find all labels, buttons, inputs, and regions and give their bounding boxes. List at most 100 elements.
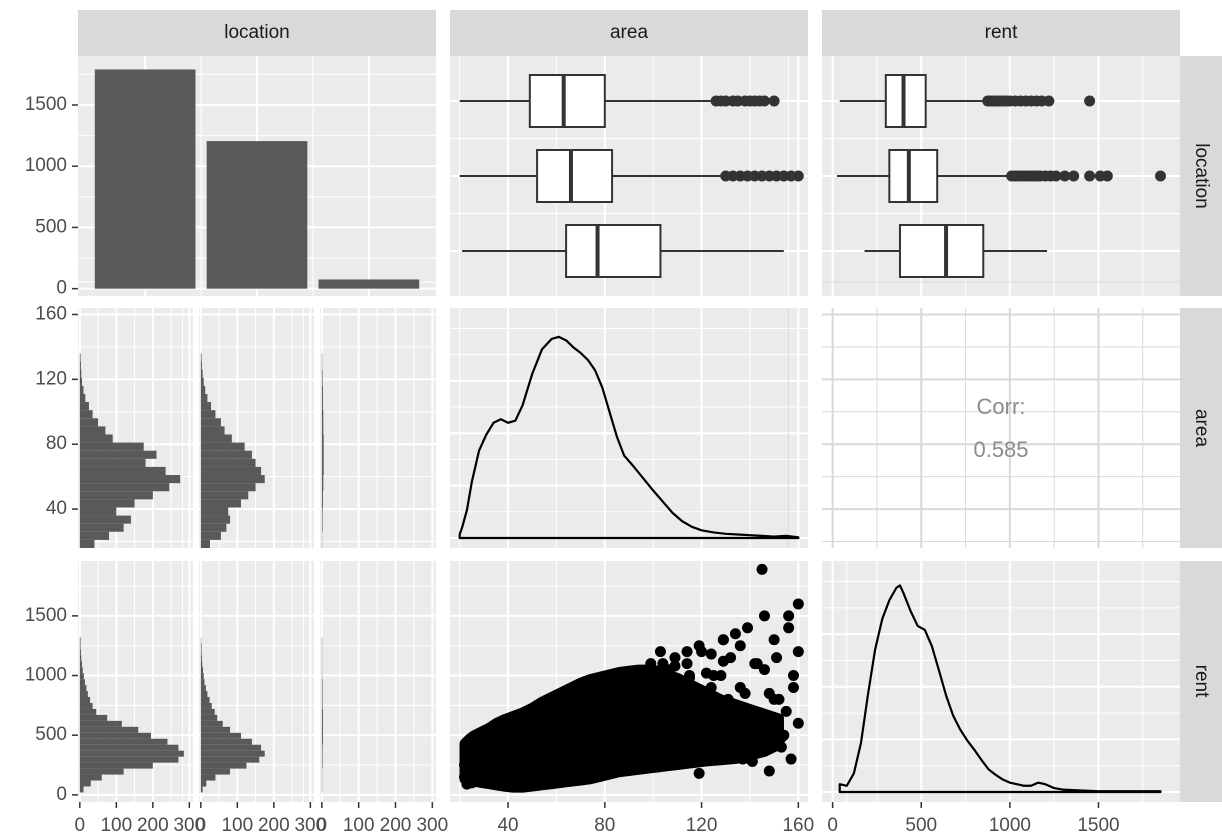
scatter-point [700,667,712,679]
scatter-point [792,717,804,729]
hist-bar-area-facet-2 [200,539,210,548]
scatter-point [780,705,792,717]
hist-bar-area-facet-1 [79,402,89,411]
scatter-point [652,693,664,705]
scatter-point [563,751,575,763]
scatter-point [548,739,560,751]
scatter-point [775,741,787,753]
hist-bar-area-facet-3 [321,410,324,419]
hist-bar-rent-facet-3 [321,691,323,698]
scatter-point [628,717,640,729]
scatter-point [463,755,475,767]
hist-bar-rent-facet-2 [200,655,202,662]
scatter-point [683,672,695,684]
hist-bar-area-facet-2 [200,483,256,492]
y-tick-label-rent: 1500 [25,605,67,626]
hist-bar-area-facet-2 [200,491,249,500]
scatter-point [722,693,734,705]
strip-right-area-label: area [1191,409,1212,447]
strip-right-area [1180,308,1222,548]
outlier-area [758,95,770,107]
hist-bar-rent-facet-1 [79,702,93,709]
scatter-point [751,658,763,670]
hist-bar-rent-facet-2 [200,720,223,727]
scatter-point [705,648,717,660]
hist-bar-area-facet-3 [321,483,324,492]
hist-bar-rent-facet-2 [200,750,265,757]
hist-bar-area-facet-3 [321,499,323,508]
scatter-point [657,658,669,670]
scatter-point [693,767,705,779]
hist-bar-area-facet-1 [79,499,135,508]
scatter-point [630,679,642,691]
scatter-point [521,745,533,757]
panel-density-rent [822,561,1180,802]
scatter-point [599,698,611,710]
hist-bar-rent-facet-3 [321,762,323,769]
hist-bar-area-facet-2 [200,361,202,370]
hist-bar-area-facet-2 [200,434,232,443]
outlier-rent [1084,170,1096,182]
density-curve-area [458,335,800,540]
scatter-point [589,724,601,736]
scatter-point [497,739,509,751]
bar-location-1 [94,69,196,289]
hist-bar-area-facet-2 [200,377,204,386]
scatter-point [485,771,497,783]
hist-bar-rent-facet-2 [200,732,241,739]
hist-bar-rent-facet-1 [79,774,102,781]
scatter-point [696,720,708,732]
hist-bar-area-facet-1 [79,426,106,435]
y-tick-label-location-count: 1500 [25,94,67,115]
hist-bar-rent-facet-1 [79,750,184,757]
hist-bar-rent-facet-3 [321,726,323,733]
hist-bar-area-facet-3 [321,491,323,500]
hist-bar-rent-facet-1 [79,732,152,739]
scatter-point [691,735,703,747]
x-tick-label-rent: 500 [905,815,937,836]
outlier-rent [1050,170,1062,182]
scatter-point [480,741,492,753]
hist-bar-rent-facet-1 [79,697,91,703]
outlier-rent [1043,95,1055,107]
hist-bar-area-facet-3 [321,450,324,459]
hist-bar-rent-facet-3 [321,697,323,703]
hist-bar-area-facet-1 [79,418,99,427]
hist-bar-area-facet-2 [200,499,241,508]
scatter-point [478,753,490,765]
scatter-point [787,681,799,693]
scatter-point [606,715,618,727]
x-tick-label-area: 40 [497,815,518,836]
hist-bar-rent-facet-1 [79,655,82,662]
hist-bar-rent-facet-1 [79,714,108,721]
panel-area-location-facet-3 [320,308,436,548]
hist-bar-rent-facet-2 [200,744,262,751]
scatter-point [560,705,572,717]
hist-bar-rent-facet-1 [79,708,97,715]
hist-bar-rent-facet-1 [79,691,88,698]
corr-title: Corr: [977,394,1026,419]
panel-rent-location-facet-3 [320,561,436,802]
y-tick-label-area: 40 [46,498,67,519]
hist-bar-area-facet-2 [200,523,227,532]
hist-bar-area-facet-2 [200,410,216,419]
hist-bar-area-facet-1 [79,515,131,524]
hist-bar-area-facet-3 [321,426,324,435]
hist-bar-area-facet-1 [79,531,110,540]
scatter-point [524,733,536,745]
scatter-point [555,732,567,744]
box-rent-1 [884,74,927,128]
x-tick-label-facet-count-2: 100 [221,815,253,836]
hist-bar-rent-facet-1 [79,637,81,644]
hist-bar-area-facet-1 [79,475,181,484]
scatter-point [763,765,775,777]
correlation-panel: Corr: 0.585 [973,394,1028,462]
scatter-point [681,646,693,658]
corr-value: 0.585 [973,437,1028,462]
scatter-point [708,729,720,741]
scatter-point [548,711,560,723]
hist-bar-rent-facet-2 [200,726,231,733]
hist-bar-rent-facet-1 [79,756,179,763]
x-tick-label-facet-count-2: 300 [294,815,326,836]
hist-bar-area-facet-1 [79,523,124,532]
